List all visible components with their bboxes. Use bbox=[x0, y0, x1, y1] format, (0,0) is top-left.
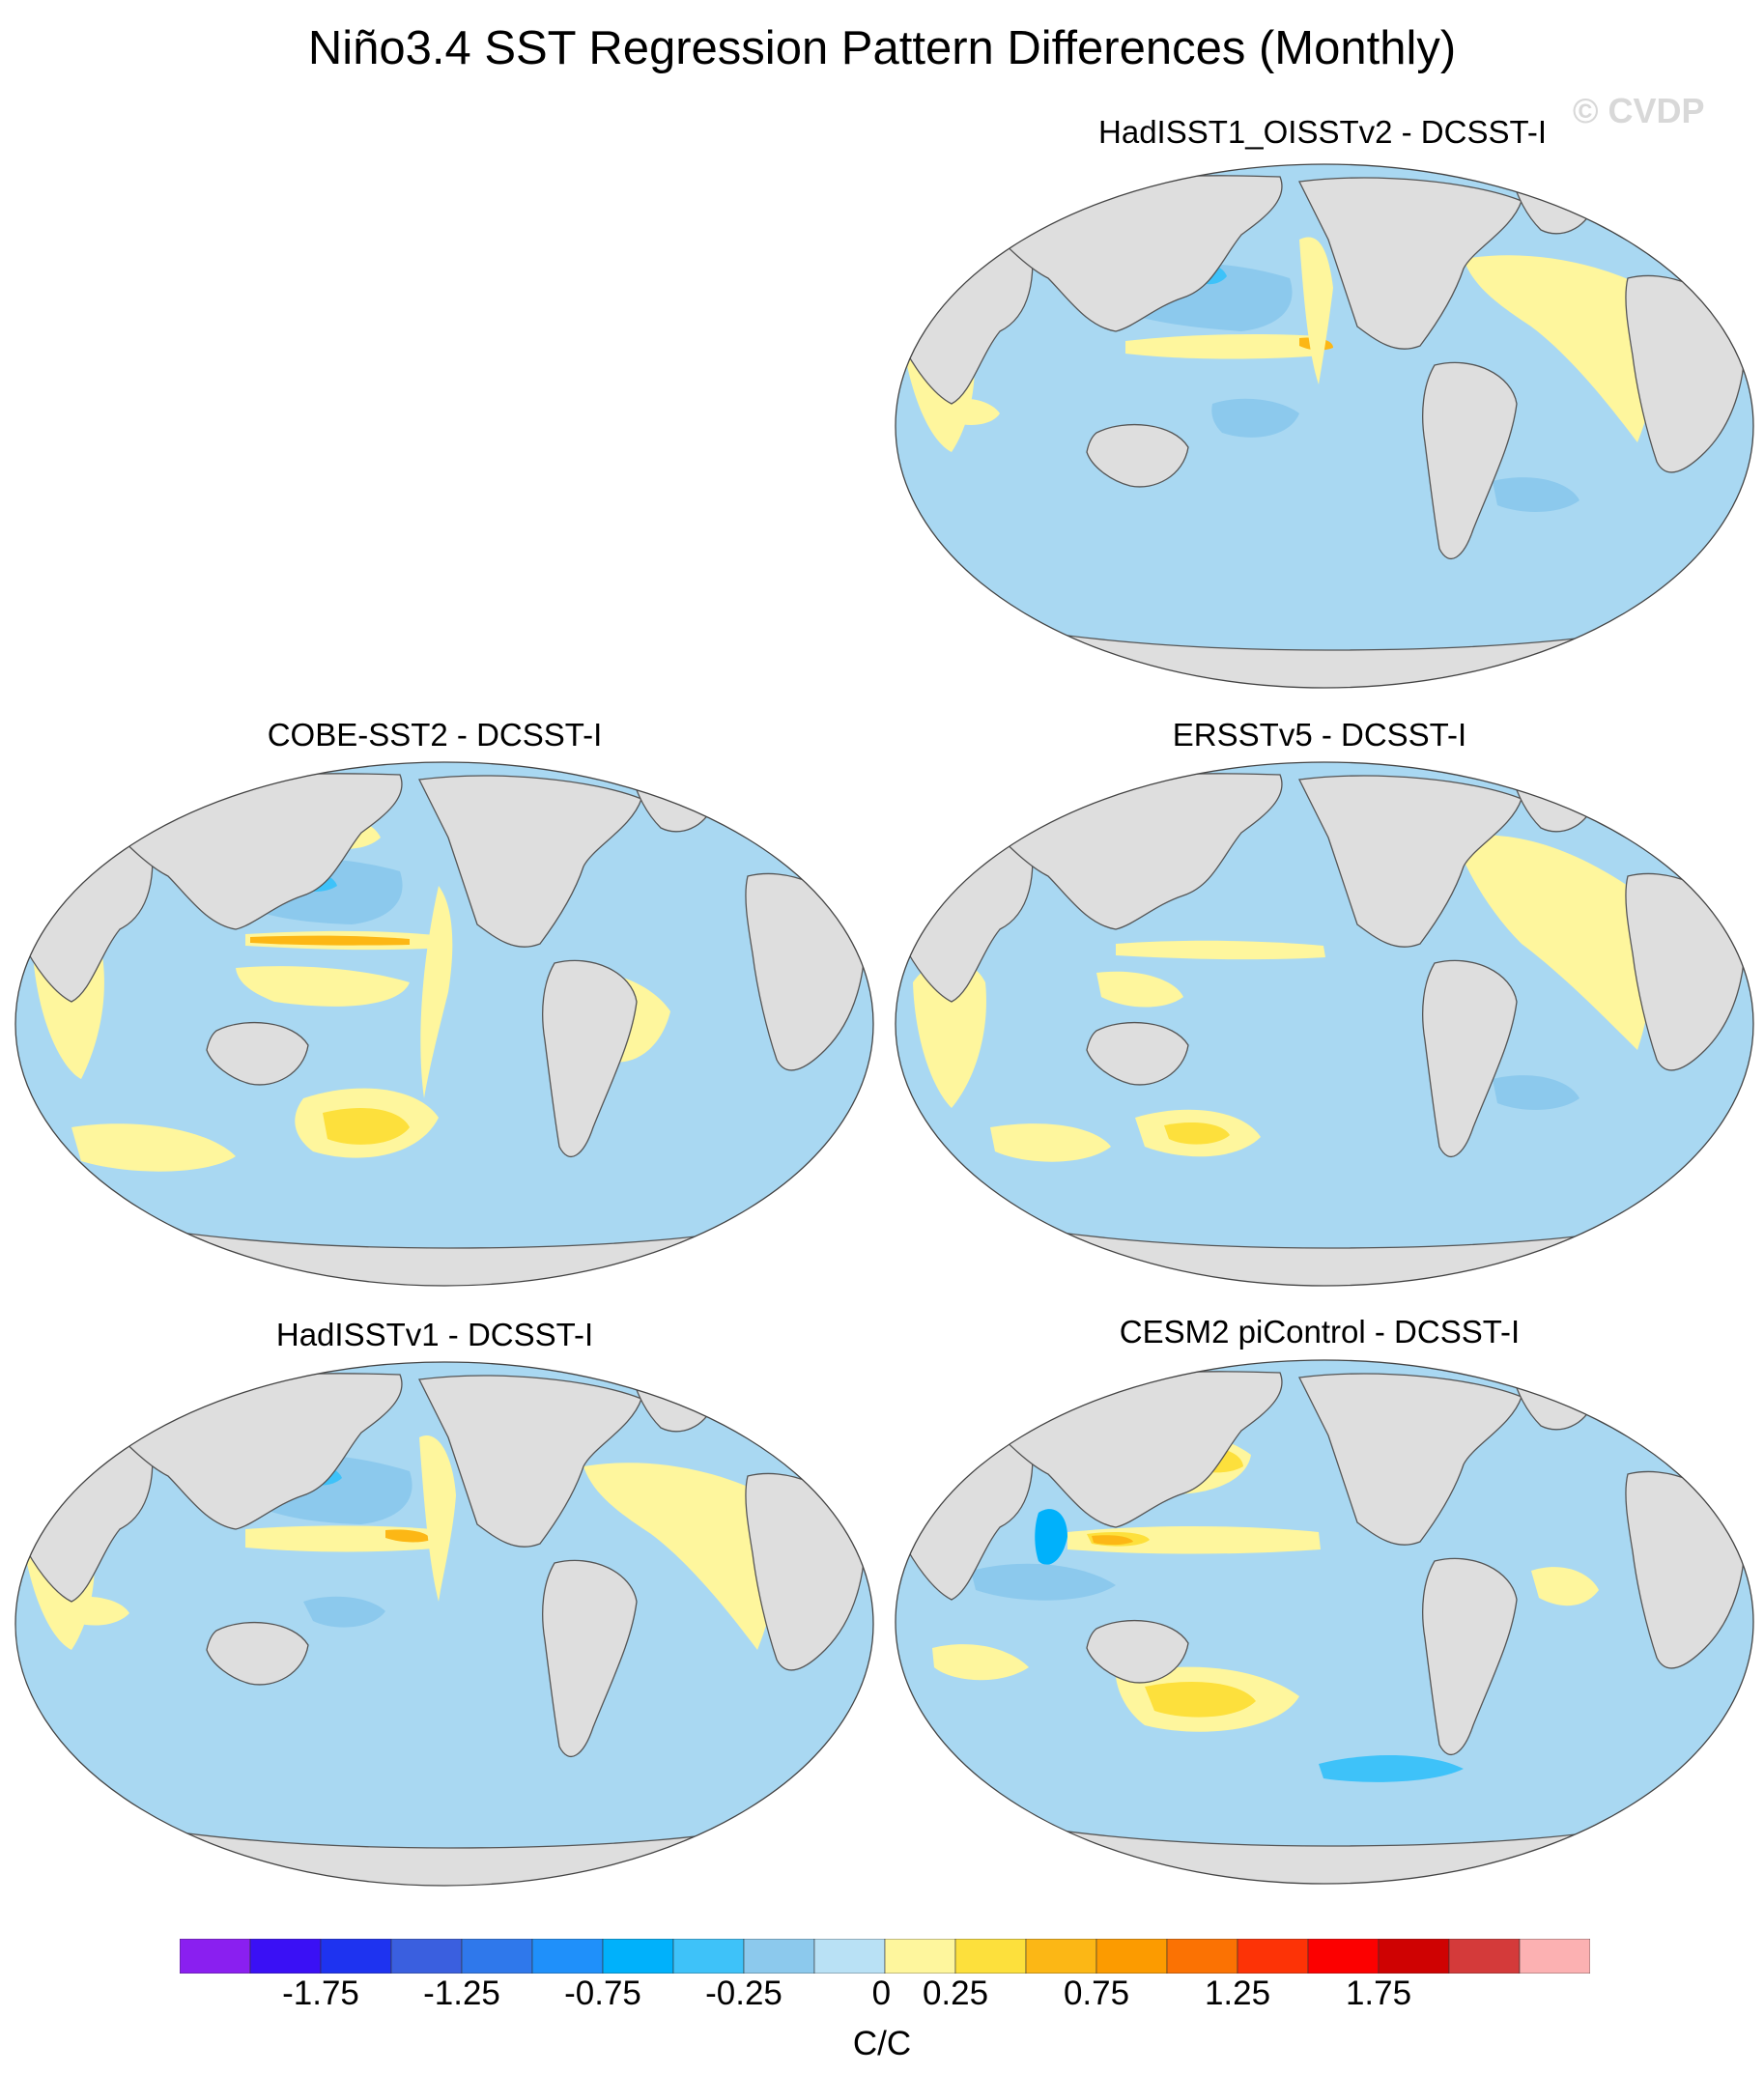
colorbar-swatch bbox=[813, 1939, 886, 1974]
map-outline bbox=[895, 163, 1754, 689]
australia-landmass bbox=[206, 1021, 309, 1086]
sst-contour-region bbox=[236, 966, 410, 1007]
colorbar-tick-label: 1.75 bbox=[1345, 1975, 1412, 2012]
panel-title-hadisst1-oisstv2: HadISST1_OISSTv2 - DCSST-I bbox=[1098, 114, 1547, 150]
sst-contour-region bbox=[583, 1463, 778, 1650]
sst-contour-region bbox=[1299, 237, 1333, 384]
sst-contour-region bbox=[990, 1123, 1111, 1162]
map-outline bbox=[895, 761, 1754, 1287]
sst-contour-region bbox=[913, 960, 986, 1108]
sst-contour-region bbox=[419, 1435, 456, 1602]
colorbar-swatch bbox=[1519, 1939, 1590, 1974]
colorbar-tick-label: -1.75 bbox=[282, 1975, 359, 2012]
sst-contour-region bbox=[62, 1596, 129, 1626]
sst-contour-region bbox=[1454, 835, 1651, 1050]
sst-contour-region bbox=[1096, 971, 1183, 1008]
sst-contour-region bbox=[1531, 1567, 1599, 1606]
colorbar-tick-label: 1.25 bbox=[1204, 1975, 1271, 2012]
north-america-landmass bbox=[1298, 775, 1522, 948]
sst-contour-region bbox=[1164, 1122, 1230, 1145]
sst-contour-region bbox=[932, 1644, 1029, 1681]
sst-contour-region bbox=[420, 886, 453, 1098]
colorbar-tick-label: 0.25 bbox=[922, 1975, 989, 2012]
sst-contour-region bbox=[1464, 255, 1658, 442]
sst-contour-region bbox=[1319, 1754, 1464, 1782]
map-panel-ersstv5 bbox=[895, 761, 1754, 1287]
colorbar-swatch bbox=[320, 1939, 392, 1974]
panel-title-hadisstv1: HadISSTv1 - DCSST-I bbox=[275, 1317, 594, 1352]
colorbar-swatch bbox=[1166, 1939, 1238, 1974]
south-america-landmass bbox=[542, 1559, 638, 1758]
north-america-landmass bbox=[1298, 177, 1522, 350]
cvdp-watermark: © CVDP bbox=[1573, 91, 1705, 130]
colorbar-swatch bbox=[1095, 1939, 1168, 1974]
colorbar-swatch bbox=[884, 1939, 956, 1974]
sst-contour-region bbox=[1145, 1682, 1256, 1718]
colorbar-swatch bbox=[390, 1939, 463, 1974]
sst-contour-region bbox=[942, 398, 1000, 425]
colorbar-tick-label: 0.75 bbox=[1063, 1975, 1130, 2012]
colorbar-swatch bbox=[1307, 1939, 1380, 1974]
australia-landmass bbox=[1086, 423, 1189, 488]
north-america-landmass bbox=[418, 1375, 642, 1548]
panel-title-ersstv5: ERSSTv5 - DCSST-I bbox=[1172, 717, 1467, 753]
panel-title-cobe-sst2: COBE-SST2 - DCSST-I bbox=[267, 717, 603, 753]
sst-contour-region bbox=[1116, 940, 1325, 960]
sst-contour-region bbox=[971, 1563, 1116, 1601]
map-panel-cobe-sst2 bbox=[14, 761, 874, 1287]
sst-contour-region bbox=[1035, 1509, 1067, 1565]
map-outline bbox=[14, 761, 874, 1287]
map-outline bbox=[895, 1359, 1754, 1885]
colorbar-swatch bbox=[602, 1939, 674, 1974]
north-america-landmass bbox=[1298, 1373, 1522, 1546]
sst-contour-region bbox=[1092, 1535, 1133, 1546]
map-panel-hadisst1-oisstv2 bbox=[895, 163, 1754, 689]
colorbar-swatch bbox=[954, 1939, 1027, 1974]
colorbar-tick-label: -0.25 bbox=[705, 1975, 782, 2012]
australia-landmass bbox=[1086, 1619, 1189, 1684]
sst-contour-region bbox=[323, 1108, 410, 1145]
south-america-landmass bbox=[1422, 1557, 1518, 1756]
south-america-landmass bbox=[1422, 959, 1518, 1158]
sst-contour-region bbox=[385, 1529, 431, 1543]
map-outline bbox=[14, 1361, 874, 1887]
north-america-landmass bbox=[418, 775, 642, 948]
australia-landmass bbox=[1086, 1021, 1189, 1086]
sst-contour-region bbox=[250, 935, 410, 946]
colorbar-swatch bbox=[180, 1939, 251, 1974]
colorbar-swatch bbox=[1237, 1939, 1309, 1974]
south-america-landmass bbox=[1422, 361, 1518, 560]
sst-contour-region bbox=[303, 1596, 385, 1628]
sst-contour-region bbox=[1493, 477, 1579, 512]
colorbar-swatch bbox=[1025, 1939, 1097, 1974]
colorbar-swatch bbox=[1448, 1939, 1521, 1974]
colorbar bbox=[180, 1939, 1590, 1974]
figure-title: Niño3.4 SST Regression Pattern Differenc… bbox=[307, 22, 1457, 74]
sst-contour-region bbox=[1493, 1075, 1579, 1110]
colorbar-swatch bbox=[249, 1939, 322, 1974]
panel-title-cesm2-picontrol: CESM2 piControl - DCSST-I bbox=[1119, 1314, 1521, 1350]
south-america-landmass bbox=[542, 959, 638, 1158]
colorbar-swatch bbox=[743, 1939, 815, 1974]
sst-contour-region bbox=[1211, 398, 1299, 438]
colorbar-swatch bbox=[461, 1939, 533, 1974]
map-panel-hadisstv1 bbox=[14, 1361, 874, 1887]
colorbar-units-label: C/C bbox=[852, 2025, 912, 2062]
sst-contour-region bbox=[71, 1123, 236, 1172]
australia-landmass bbox=[206, 1621, 309, 1686]
sst-contour-region bbox=[1125, 333, 1323, 359]
map-panel-cesm2-picontrol bbox=[895, 1359, 1754, 1885]
colorbar-swatch bbox=[1378, 1939, 1450, 1974]
colorbar-tick-label: 0 bbox=[871, 1975, 892, 2012]
colorbar-tick-label: -0.75 bbox=[564, 1975, 641, 2012]
colorbar-swatch bbox=[531, 1939, 604, 1974]
colorbar-tick-label: -1.25 bbox=[423, 1975, 500, 2012]
colorbar-swatch bbox=[672, 1939, 745, 1974]
